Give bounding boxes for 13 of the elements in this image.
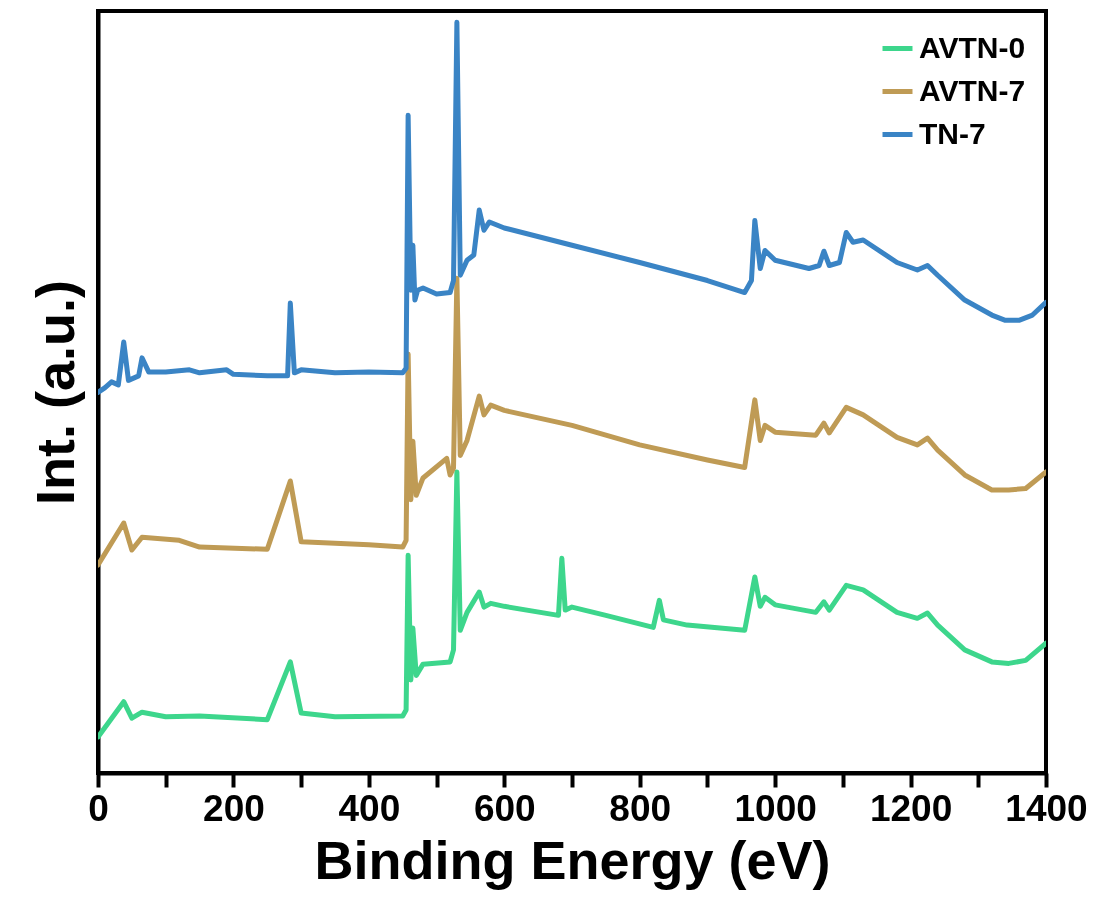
x-tick-label: 0: [88, 787, 109, 829]
x-tick-label: 400: [338, 787, 401, 829]
x-axis-title: Binding Energy (eV): [314, 829, 831, 890]
x-tick-label: 800: [609, 787, 672, 829]
legend-label: AVTN-0: [919, 30, 1026, 64]
x-tick-label: 1200: [869, 787, 953, 829]
x-tick-label: 1400: [1005, 787, 1088, 829]
x-tick-label: 200: [203, 787, 265, 829]
legend-label: TN-7: [919, 116, 986, 150]
x-tick-label: 600: [473, 787, 536, 829]
y-axis-title: Int. (a.u.): [24, 280, 85, 505]
x-tick-label: 1000: [734, 787, 817, 829]
legend-label: AVTN-7: [919, 73, 1026, 107]
